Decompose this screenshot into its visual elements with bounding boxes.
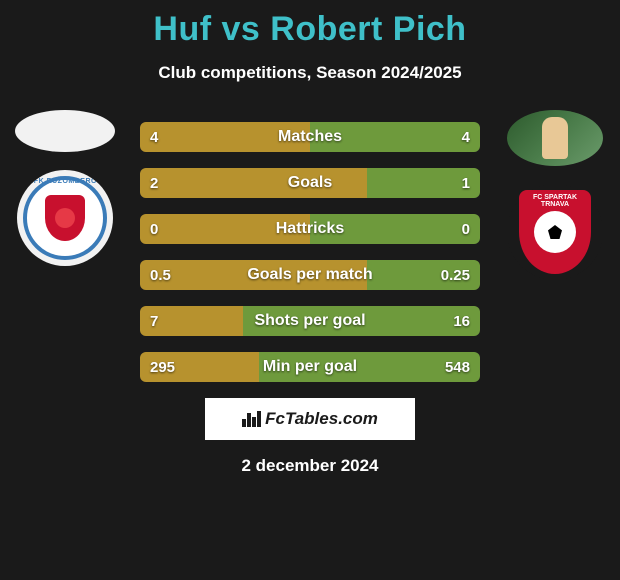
stat-row: 44Matches [140, 122, 480, 152]
fc-spartak-trnava-logo: FC SPARTAK TRNAVA [519, 190, 591, 274]
left-player-avatar [15, 110, 115, 152]
stat-label: Goals [140, 174, 480, 192]
stat-row: 295548Min per goal [140, 352, 480, 382]
right-player-column: FC SPARTAK TRNAVA [500, 110, 610, 280]
stat-row: 21Goals [140, 168, 480, 198]
stat-label: Goals per match [140, 266, 480, 284]
stat-row: 0.50.25Goals per match [140, 260, 480, 290]
stat-row: 716Shots per goal [140, 306, 480, 336]
brand-badge: FcTables.com [205, 398, 415, 440]
stat-label: Shots per goal [140, 312, 480, 330]
footer-date: 2 december 2024 [0, 456, 620, 476]
right-club-badge: FC SPARTAK TRNAVA [507, 184, 603, 280]
left-player-column: MFK RUŽOMBEROK [10, 110, 120, 266]
stat-label: Matches [140, 128, 480, 146]
stat-label: Hattricks [140, 220, 480, 238]
left-club-badge: MFK RUŽOMBEROK [17, 170, 113, 266]
page-title: Huf vs Robert Pich [0, 0, 620, 49]
brand-label: FcTables.com [265, 409, 378, 429]
stat-label: Min per goal [140, 358, 480, 376]
stats-bars: 44Matches 21Goals 00Hattricks 0.50.25Goals … [140, 122, 480, 382]
right-player-avatar [507, 110, 603, 166]
fctables-icon [242, 411, 261, 427]
stat-row: 00Hattricks [140, 214, 480, 244]
subtitle: Club competitions, Season 2024/2025 [0, 63, 620, 83]
mfk-ruzomberok-logo: MFK RUŽOMBEROK [23, 176, 107, 260]
